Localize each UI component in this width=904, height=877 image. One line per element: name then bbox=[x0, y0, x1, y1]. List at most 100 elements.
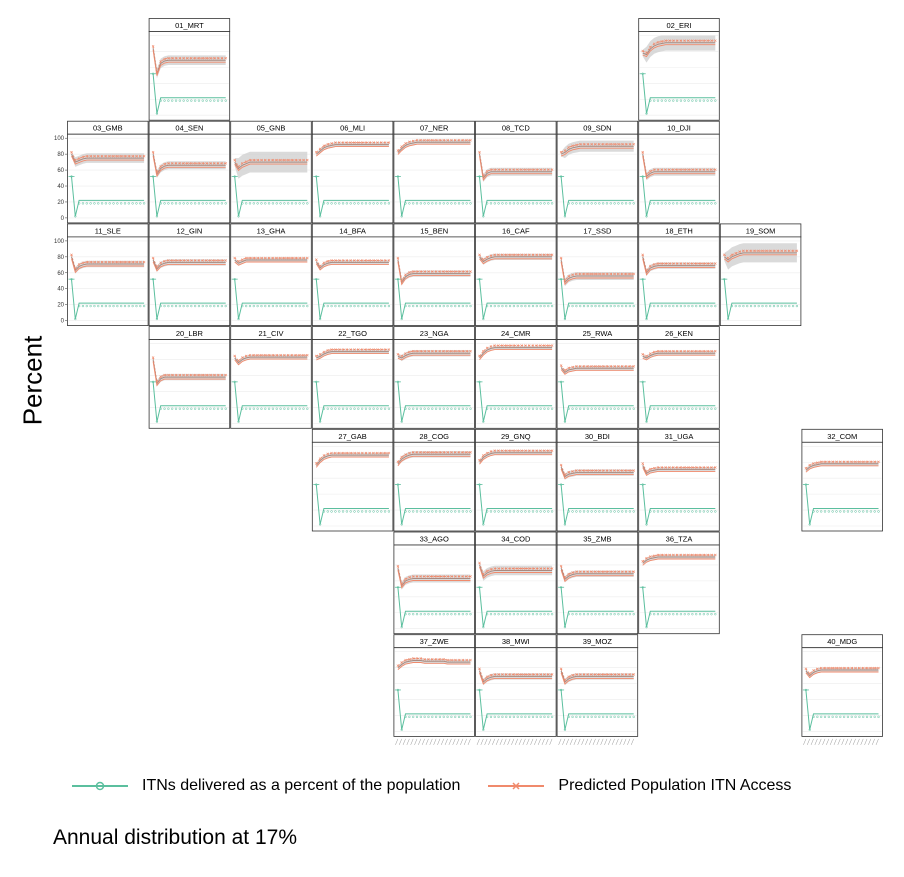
access-point bbox=[438, 349, 442, 353]
itn-point bbox=[675, 613, 679, 616]
access-point bbox=[170, 373, 174, 377]
access-point bbox=[609, 272, 613, 276]
itn-point bbox=[877, 715, 880, 719]
itn-point bbox=[628, 407, 632, 410]
access-point bbox=[457, 349, 461, 353]
facet-panel: 21_CIV bbox=[230, 326, 312, 429]
itn-point bbox=[524, 304, 527, 308]
access-point bbox=[504, 567, 508, 570]
itn-point bbox=[628, 715, 632, 719]
x-tick-mark bbox=[534, 738, 538, 745]
access-point bbox=[617, 365, 620, 368]
itn-point bbox=[298, 407, 301, 410]
access-point bbox=[493, 673, 497, 676]
access-point bbox=[489, 450, 493, 453]
access-point bbox=[873, 666, 876, 670]
itn-point bbox=[543, 510, 546, 513]
itn-point bbox=[563, 215, 567, 218]
access-point bbox=[683, 553, 687, 557]
access-point bbox=[493, 567, 497, 570]
itn-point bbox=[698, 202, 702, 205]
facet-panel: 13_GHA bbox=[230, 223, 312, 326]
x-tick-mark bbox=[441, 738, 444, 745]
access-point bbox=[831, 460, 834, 464]
access-mean-line bbox=[479, 564, 553, 577]
x-tick-mark bbox=[611, 738, 615, 745]
access-lower-line bbox=[560, 468, 634, 480]
itn-point bbox=[139, 304, 142, 308]
access-mean-line bbox=[152, 48, 226, 74]
access-point bbox=[620, 673, 624, 676]
x-tick-mark bbox=[864, 738, 868, 745]
itn-point bbox=[539, 407, 542, 410]
access-point bbox=[220, 259, 224, 262]
itn-point bbox=[408, 202, 411, 205]
facet-label: 11_SLE bbox=[95, 226, 121, 235]
itn-point bbox=[628, 510, 632, 513]
access-point bbox=[241, 161, 244, 165]
access-point bbox=[620, 272, 624, 276]
itn-point bbox=[298, 304, 301, 308]
access-point bbox=[469, 450, 472, 454]
itn-point bbox=[660, 510, 663, 513]
itn-point bbox=[653, 202, 656, 205]
access-point bbox=[524, 344, 527, 347]
access-point bbox=[563, 368, 567, 372]
itn-point bbox=[516, 304, 519, 308]
itn-point bbox=[714, 99, 717, 102]
access-point bbox=[233, 256, 237, 260]
itn-point bbox=[550, 202, 554, 205]
itn-point bbox=[454, 304, 457, 308]
access-point bbox=[694, 168, 698, 171]
itn-point bbox=[582, 407, 586, 410]
access-point bbox=[163, 57, 166, 61]
access-point bbox=[482, 258, 485, 261]
access-point bbox=[694, 553, 698, 557]
access-point bbox=[550, 449, 554, 452]
access-point bbox=[159, 60, 163, 63]
itn-point bbox=[598, 202, 601, 205]
access-uncertainty-band bbox=[479, 152, 553, 182]
access-point bbox=[256, 158, 259, 162]
itn-point bbox=[571, 715, 574, 719]
access-point bbox=[664, 466, 667, 469]
access-point bbox=[396, 564, 400, 568]
access-mean-line bbox=[71, 153, 145, 163]
access-point bbox=[675, 168, 679, 171]
itn-point bbox=[590, 510, 593, 513]
access-point bbox=[305, 256, 309, 260]
access-point bbox=[275, 256, 279, 260]
access-upper-line bbox=[560, 365, 634, 371]
access-point bbox=[442, 270, 446, 273]
facet-plot-area bbox=[638, 544, 720, 635]
itn-point bbox=[547, 304, 550, 308]
access-point bbox=[478, 458, 481, 462]
access-lower-line bbox=[397, 662, 471, 670]
itn-point bbox=[641, 175, 644, 178]
itn-point bbox=[159, 202, 162, 205]
x-tick-mark bbox=[623, 738, 627, 745]
access-point bbox=[520, 168, 523, 171]
access-point bbox=[368, 451, 372, 455]
itn-point bbox=[89, 202, 92, 205]
itn-point bbox=[224, 304, 227, 308]
y-tick-label: 40 bbox=[57, 287, 64, 293]
itn-point bbox=[660, 202, 663, 205]
access-point bbox=[318, 264, 322, 268]
itn-point bbox=[489, 510, 493, 513]
itn-point bbox=[668, 407, 671, 410]
x-tick-mark bbox=[829, 738, 833, 745]
itn-point bbox=[835, 510, 838, 513]
access-point bbox=[582, 272, 586, 276]
access-point bbox=[326, 142, 330, 146]
access-point bbox=[567, 275, 571, 278]
itn-point bbox=[74, 317, 77, 321]
itn-point bbox=[820, 510, 823, 513]
itn-point bbox=[135, 304, 138, 308]
itn-point bbox=[182, 304, 185, 308]
itn-point bbox=[70, 175, 73, 178]
access-lower-line bbox=[397, 354, 471, 361]
itn-point bbox=[318, 420, 322, 423]
x-tick-mark bbox=[499, 738, 503, 745]
access-point bbox=[620, 142, 624, 146]
